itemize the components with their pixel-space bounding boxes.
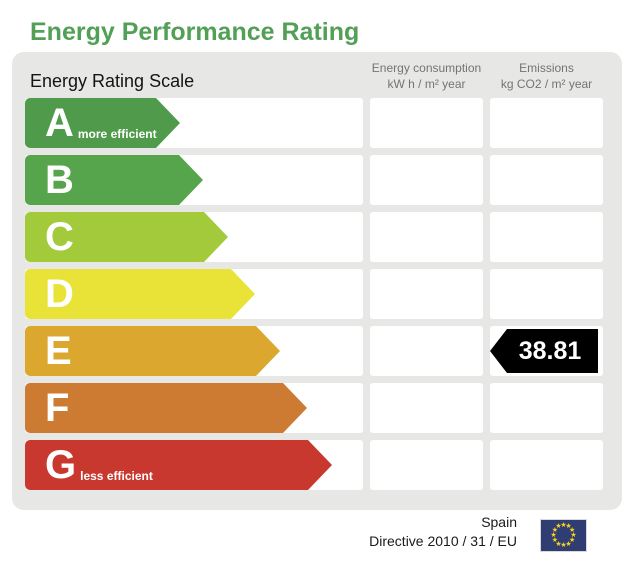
rating-letter: E xyxy=(45,329,72,373)
rating-note: less efficient xyxy=(80,469,153,483)
rating-row: C xyxy=(12,212,622,262)
consumption-cell xyxy=(370,155,483,205)
rating-letter: C xyxy=(45,215,74,259)
directive-label: Directive 2010 / 31 / EU xyxy=(369,533,517,549)
eu-flag-star-icon: ★ xyxy=(551,527,558,534)
consumption-cell xyxy=(370,269,483,319)
emissions-cell xyxy=(490,98,603,148)
emissions-cell: 38.81 xyxy=(490,326,603,376)
consumption-cell xyxy=(370,98,483,148)
result-value: 38.81 xyxy=(518,336,582,365)
rating-letter: B xyxy=(45,158,74,202)
eu-flag-star-icon: ★ xyxy=(569,537,576,544)
rating-row: G less efficient xyxy=(12,440,622,490)
consumption-cell xyxy=(370,326,483,376)
eu-flag-icon: ★ ★ ★ ★ ★ ★ ★ ★ ★ ★ ★ ★ xyxy=(540,519,587,552)
emissions-cell xyxy=(490,440,603,490)
consumption-cell xyxy=(370,212,483,262)
column-header-emissions: Emissions kg CO2 / m² year xyxy=(490,60,603,92)
rating-row: 38.81 E xyxy=(12,326,622,376)
eu-flag-star-icon: ★ xyxy=(550,532,557,539)
rating-arrow-icon: F xyxy=(25,383,307,433)
consumption-cell xyxy=(370,383,483,433)
rating-row: B xyxy=(12,155,622,205)
emissions-cell xyxy=(490,269,603,319)
emissions-cell xyxy=(490,383,603,433)
eu-flag-star-icon: ★ xyxy=(565,540,572,548)
rating-note: more efficient xyxy=(77,127,157,141)
rating-letter: A xyxy=(45,101,74,145)
page-title: Energy Performance Rating xyxy=(30,18,360,46)
emissions-cell xyxy=(490,155,603,205)
emissions-cell xyxy=(490,212,603,262)
consumption-header-line1: Energy consumption xyxy=(371,61,482,75)
column-header-consumption: Energy consumption kW h / m² year xyxy=(370,60,483,92)
rating-letter: F xyxy=(45,386,70,430)
rating-row: F xyxy=(12,383,622,433)
eu-flag-star-icon: ★ xyxy=(555,540,562,548)
rating-panel: Energy Rating Scale Energy consumption k… xyxy=(12,52,622,510)
rating-arrow-icon: G less efficient xyxy=(25,440,332,490)
rating-arrow-icon: C xyxy=(25,212,228,262)
footer-text: Spain Directive 2010 / 31 / EU xyxy=(369,513,517,551)
eu-flag-star-icon: ★ xyxy=(570,532,577,539)
rating-letter: G xyxy=(45,443,77,487)
eu-flag-star-icon: ★ xyxy=(555,523,562,531)
consumption-header-line2: kW h / m² year xyxy=(387,77,466,91)
rating-arrow-icon: A more efficient xyxy=(25,98,180,148)
eu-flag-star-icon: ★ xyxy=(551,537,558,544)
eu-flag-star-icon: ★ xyxy=(560,542,567,549)
eu-flag-star-icon: ★ xyxy=(565,523,572,531)
rating-letter: D xyxy=(45,272,74,316)
consumption-cell xyxy=(370,440,483,490)
emissions-header-line2: kg CO2 / m² year xyxy=(500,77,593,91)
rating-row: D xyxy=(12,269,622,319)
country-label: Spain xyxy=(481,514,517,530)
eu-flag-star-icon: ★ xyxy=(569,527,576,534)
emissions-header-line1: Emissions xyxy=(519,61,574,75)
scale-header: Energy Rating Scale xyxy=(30,71,195,91)
result-tag: 38.81 xyxy=(490,329,598,373)
eu-flag-star-icon: ★ xyxy=(560,522,567,529)
rating-arrow-icon: B xyxy=(25,155,203,205)
rating-row: A more efficient xyxy=(12,98,622,148)
rating-arrow-icon: D xyxy=(25,269,255,319)
rating-arrow-icon: E xyxy=(25,326,280,376)
